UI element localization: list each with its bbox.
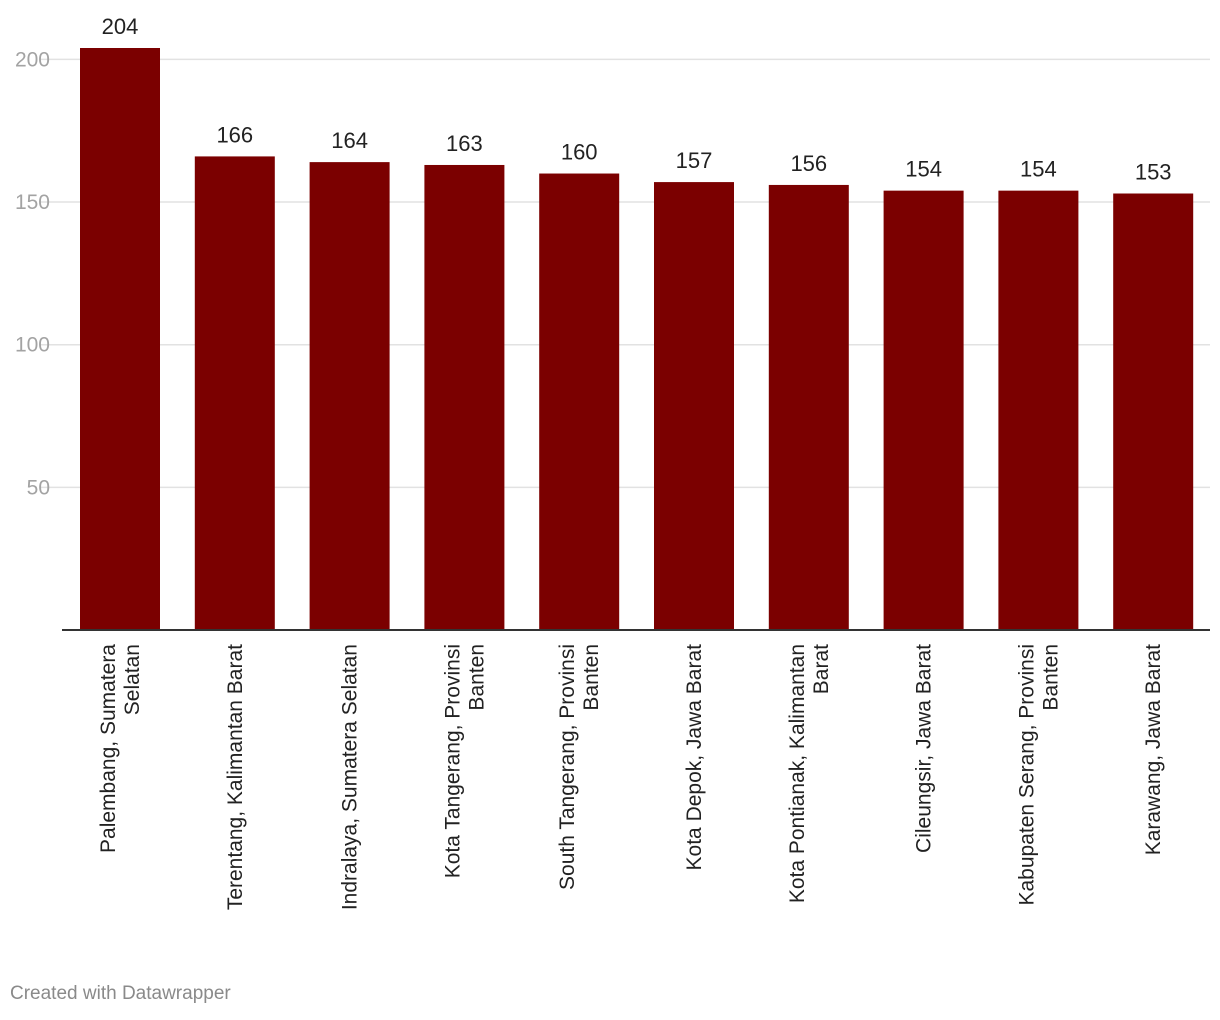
value-label: 154 (1020, 157, 1057, 182)
value-label: 166 (216, 122, 253, 147)
x-tick-labels: Palembang, Sumatera Selatan Terentang, Kal… (97, 644, 1165, 910)
x-tick-label: Karawang, Jawa Barat (1142, 644, 1165, 855)
value-label: 160 (561, 140, 598, 165)
bar (883, 190, 964, 630)
x-tick-label-line: Banten (580, 644, 603, 711)
y-tick-label: 100 (15, 334, 50, 357)
footer-credit: Created with Datawrapper (10, 983, 231, 1004)
x-tick-label-line: Terentang, Kalimantan Barat (224, 644, 247, 910)
bar (998, 190, 1079, 630)
x-tick-label: South Tangerang, Provinsi Banten (556, 644, 603, 890)
x-tick-label-line: Palembang, Sumatera (97, 644, 120, 853)
value-labels: 204 166 164 163 160 157 156 154 154 153 (102, 14, 1172, 185)
y-tick-labels: 50 100 150 200 (15, 48, 50, 499)
x-tick-label: Terentang, Kalimantan Barat (224, 644, 247, 910)
x-tick-label-line: Cileungsir, Jawa Barat (913, 644, 936, 853)
bar (194, 156, 275, 631)
bar (1113, 193, 1194, 630)
value-label: 156 (790, 151, 827, 176)
bar (539, 173, 620, 630)
bar (424, 164, 505, 630)
x-tick-label-line: Karawang, Jawa Barat (1142, 644, 1165, 855)
x-tick-label-line: Kota Depok, Jawa Barat (683, 644, 706, 871)
x-tick-label-line: Barat (810, 644, 833, 694)
value-label: 153 (1135, 160, 1172, 185)
x-tick-label: Kabupaten Serang, Provinsi Banten (1015, 644, 1062, 906)
x-tick-label: Cileungsir, Jawa Barat (913, 644, 936, 853)
x-tick-label: Kota Pontianak, Kalimantan Barat (786, 644, 833, 903)
value-label: 164 (331, 128, 368, 153)
bar (654, 182, 734, 630)
value-label: 204 (102, 14, 139, 39)
x-tick-label-line: Kabupaten Serang, Provinsi (1015, 644, 1038, 906)
bars (80, 48, 1194, 631)
x-tick-label-line: Kota Tangerang, Provinsi (441, 644, 464, 878)
value-label: 163 (446, 131, 483, 156)
x-tick-label: Palembang, Sumatera Selatan (97, 644, 144, 853)
x-tick-label-line: Banten (1039, 644, 1062, 711)
y-tick-label: 150 (15, 191, 50, 214)
x-tick-label: Kota Tangerang, Provinsi Banten (441, 644, 488, 878)
x-tick-label: Kota Depok, Jawa Barat (683, 644, 706, 871)
y-tick-label: 50 (27, 476, 50, 499)
x-tick-label-line: Indralaya, Sumatera Selatan (339, 644, 362, 910)
bar (80, 48, 160, 630)
x-tick-label-line: South Tangerang, Provinsi (556, 644, 579, 890)
x-tick-label-line: Banten (465, 644, 488, 711)
x-tick-label-line: Kota Pontianak, Kalimantan (786, 644, 809, 903)
bar (309, 162, 390, 630)
x-tick-label: Indralaya, Sumatera Selatan (339, 644, 362, 910)
x-tick-label-line: Selatan (121, 644, 144, 715)
value-label: 157 (676, 148, 713, 173)
y-tick-label: 200 (15, 48, 50, 71)
value-label: 154 (905, 157, 942, 182)
bar (768, 184, 849, 631)
